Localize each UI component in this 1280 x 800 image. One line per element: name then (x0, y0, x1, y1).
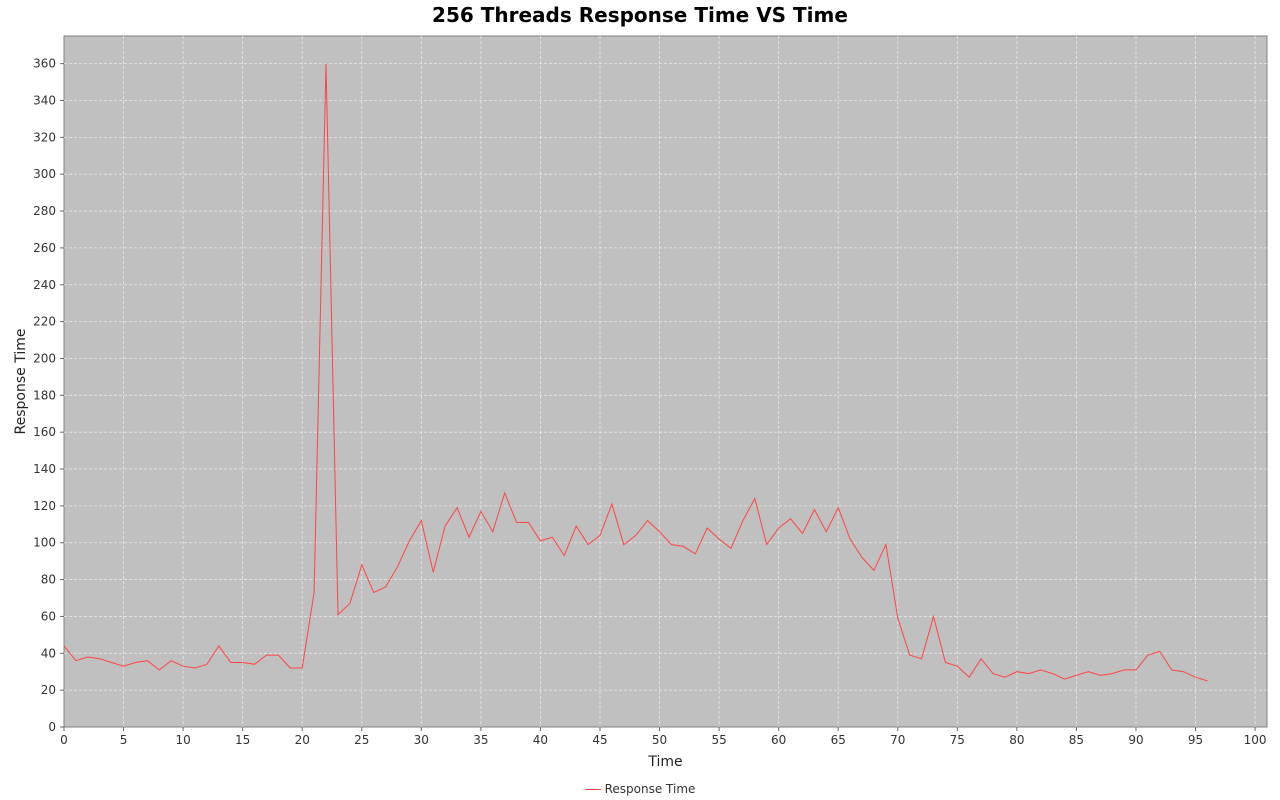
grid-lines (64, 36, 1267, 727)
y-tick-label: 360 (33, 57, 56, 71)
y-tick-label: 320 (33, 130, 56, 144)
x-tick-label: 5 (120, 733, 128, 747)
y-axis: 0 20 40 60 80 100 120 140 160 180 200 220 240 260 280 3… (33, 57, 64, 734)
y-tick-label: 200 (33, 351, 56, 365)
legend-label: Response Time (604, 782, 696, 796)
y-axis-label: Response Time (13, 329, 29, 435)
legend-swatch (584, 788, 601, 790)
x-axis: 0 5 10 15 20 25 30 35 40 45 50 55 60 65 70 75 80 85 90 95 10… (60, 727, 1267, 747)
legend: Response Time (0, 780, 1280, 798)
y-tick-label: 180 (33, 388, 56, 402)
x-tick-label: 35 (473, 733, 488, 747)
x-tick-label: 45 (592, 733, 607, 747)
y-tick-label: 280 (33, 204, 56, 218)
line-chart: 0 5 10 15 20 25 30 35 40 45 50 55 60 65 70 75 80 85 90 95 10… (13, 35, 1268, 770)
plot-area (63, 35, 1268, 728)
x-tick-label: 65 (831, 733, 846, 747)
y-tick-label: 120 (33, 499, 56, 513)
x-axis-label: Time (647, 754, 682, 770)
x-tick-label: 80 (1009, 733, 1024, 747)
x-tick-label: 0 (60, 733, 68, 747)
x-tick-label: 50 (652, 733, 667, 747)
series-line-response-time (63, 63, 1208, 682)
x-tick-label: 10 (175, 733, 190, 747)
y-tick-label: 300 (33, 167, 56, 181)
x-tick-label: 15 (235, 733, 250, 747)
y-tick-label: 260 (33, 241, 56, 255)
y-tick-label: 60 (41, 609, 56, 623)
y-tick-label: 80 (41, 573, 56, 587)
x-tick-label: 55 (711, 733, 726, 747)
y-tick-label: 220 (33, 315, 56, 329)
y-tick-label: 160 (33, 425, 56, 439)
y-tick-label: 340 (33, 93, 56, 107)
x-tick-label: 100 (1244, 733, 1267, 747)
y-tick-label: 100 (33, 536, 56, 550)
x-tick-label: 30 (414, 733, 429, 747)
x-tick-label: 60 (771, 733, 786, 747)
x-tick-label: 75 (950, 733, 965, 747)
x-tick-label: 40 (533, 733, 548, 747)
x-tick-label: 25 (354, 733, 369, 747)
y-tick-label: 0 (48, 720, 56, 734)
y-tick-label: 140 (33, 462, 56, 476)
x-tick-label: 90 (1128, 733, 1143, 747)
x-tick-label: 95 (1188, 733, 1203, 747)
x-tick-label: 85 (1069, 733, 1084, 747)
x-tick-label: 70 (890, 733, 905, 747)
x-tick-label: 20 (295, 733, 310, 747)
chart-title: 256 Threads Response Time VS Time (432, 3, 848, 27)
y-tick-label: 240 (33, 278, 56, 292)
y-tick-label: 20 (41, 683, 56, 697)
y-tick-label: 40 (41, 646, 56, 660)
